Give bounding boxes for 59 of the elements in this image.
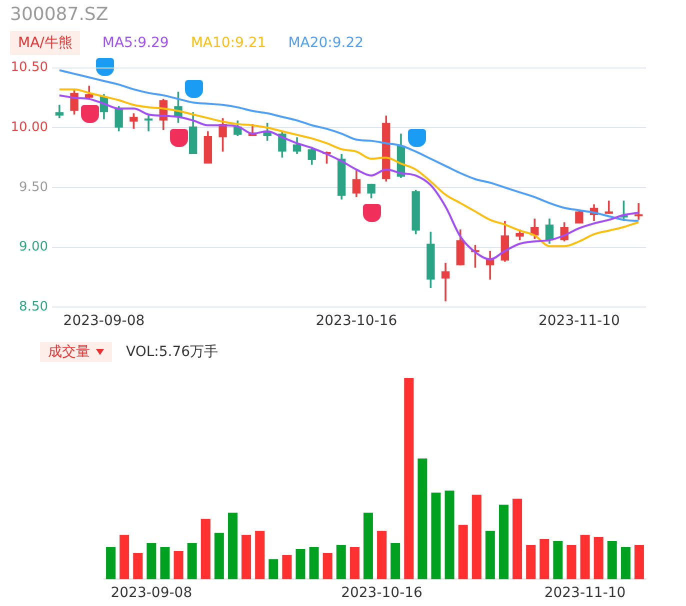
bar <box>485 530 495 580</box>
bar <box>146 542 156 580</box>
bar <box>174 551 184 580</box>
bar <box>363 512 373 580</box>
y-tick-label: 9.00 <box>19 240 48 255</box>
bar <box>540 538 550 580</box>
bar <box>309 547 319 580</box>
bar <box>418 458 428 580</box>
bar <box>580 534 590 580</box>
bar <box>634 544 644 580</box>
bar <box>498 504 508 580</box>
text: MA10:9.21 <box>190 35 266 51</box>
bar <box>106 547 116 580</box>
bar <box>512 498 522 580</box>
x-tick-label: 2023-11-10 <box>538 313 620 330</box>
bar <box>553 540 563 580</box>
bar <box>268 559 278 580</box>
x-tick-label: 2023-09-08 <box>63 313 145 330</box>
bar <box>228 512 238 580</box>
bar <box>472 494 482 580</box>
bar <box>566 544 576 580</box>
text: MA/牛熊 <box>10 31 80 55</box>
bar <box>594 536 604 580</box>
bar <box>404 378 414 580</box>
bar <box>607 540 617 580</box>
y-tick-label: 10.50 <box>10 60 48 76</box>
x-tick-label: 2023-11-10 <box>544 585 626 602</box>
bar <box>377 530 387 580</box>
y-tick-label: 10.00 <box>10 120 48 136</box>
bar <box>120 534 130 580</box>
bar <box>242 534 252 580</box>
bar <box>458 524 468 580</box>
bar <box>431 492 441 580</box>
text: MA5:9.29 <box>102 35 169 51</box>
bar <box>133 553 143 580</box>
text: VOL:5.76万手 <box>126 343 218 361</box>
text: MA20:9.22 <box>288 35 364 51</box>
chart-title: 300087.SZ <box>10 4 110 27</box>
bar <box>200 518 210 580</box>
bar <box>336 544 346 580</box>
bar <box>390 542 400 580</box>
bar <box>187 542 197 580</box>
line-series <box>58 69 640 222</box>
x-tick-label: 2023-09-08 <box>110 585 192 602</box>
bar <box>444 490 454 580</box>
text: 成交量 <box>40 342 112 362</box>
bar <box>282 555 292 580</box>
bar <box>620 547 630 580</box>
bar <box>296 549 306 580</box>
bar <box>160 547 170 580</box>
bar <box>322 553 332 580</box>
y-tick-label: 9.50 <box>19 180 48 195</box>
bar <box>526 544 536 580</box>
x-tick-label: 2023-10-16 <box>316 313 398 330</box>
bar <box>255 530 265 580</box>
bar <box>350 547 360 580</box>
bar <box>214 532 224 580</box>
y-tick-label: 8.50 <box>19 300 48 315</box>
x-tick-label: 2023-10-16 <box>341 585 423 602</box>
